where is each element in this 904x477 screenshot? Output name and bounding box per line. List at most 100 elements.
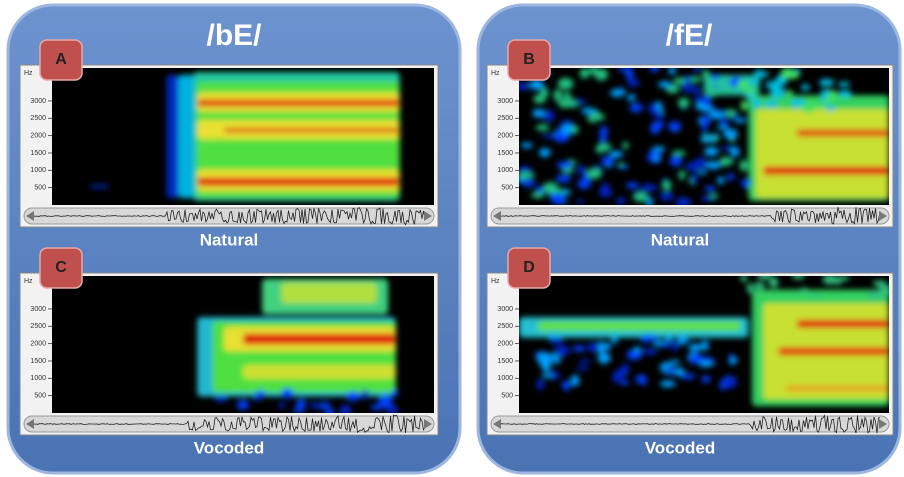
energy-spot	[522, 180, 536, 187]
energy-spot	[702, 340, 709, 351]
energy-spot	[586, 168, 601, 179]
energy-spot	[743, 180, 749, 189]
y-tick-label: 500	[34, 393, 46, 400]
energy-spot	[630, 103, 643, 113]
energy-spot	[660, 192, 674, 201]
energy-spot	[282, 388, 294, 398]
energy-band	[197, 178, 399, 186]
plot-caption: Natural	[651, 230, 710, 249]
energy-spot	[633, 192, 648, 202]
energy-spot	[709, 111, 724, 119]
energy-spot	[688, 344, 703, 351]
plot-caption: Vocoded	[645, 438, 716, 457]
y-tick-label: 2500	[30, 115, 46, 122]
energy-spot	[627, 94, 636, 101]
y-tick-label: 500	[501, 185, 513, 192]
energy-spot	[539, 148, 551, 157]
energy-spot	[678, 337, 687, 345]
spectrogram-plot: Hz30002500200015001000500	[487, 273, 893, 435]
energy-spot	[723, 129, 737, 139]
y-tick-label: 3000	[497, 98, 513, 105]
energy-spot	[765, 100, 778, 108]
energy-spot	[877, 280, 887, 287]
axis-unit: Hz	[24, 70, 33, 77]
energy-spot	[717, 176, 724, 184]
energy-spot	[799, 105, 811, 109]
plot-caption: Vocoded	[194, 438, 265, 457]
y-tick-label: 1500	[497, 150, 513, 157]
energy-spot	[572, 125, 579, 134]
panel-letter: A	[55, 51, 67, 68]
y-tick-label: 1500	[30, 358, 46, 365]
energy-spot	[670, 156, 682, 167]
energy-spot	[517, 172, 531, 180]
y-tick-label: 3000	[497, 306, 513, 313]
energy-spot	[695, 102, 704, 110]
energy-spot	[740, 160, 748, 172]
energy-spot	[626, 182, 639, 188]
energy-spot	[642, 348, 657, 354]
energy-spot	[532, 109, 545, 118]
energy-spot	[571, 375, 580, 387]
energy-spot	[279, 402, 286, 408]
panel-letter: D	[523, 259, 535, 276]
energy-band	[281, 283, 377, 304]
energy-spot	[653, 121, 664, 129]
energy-spot	[666, 337, 672, 342]
energy-spot	[320, 402, 330, 406]
y-tick-label: 1000	[30, 375, 46, 382]
energy-spot	[662, 180, 671, 191]
energy-spot	[800, 288, 809, 295]
energy-spot	[215, 395, 227, 402]
energy-spot	[699, 360, 713, 367]
energy-band	[167, 75, 178, 198]
energy-spot	[838, 82, 850, 87]
energy-band	[538, 321, 742, 331]
energy-spot	[537, 352, 551, 360]
energy-spot	[555, 345, 570, 357]
energy-spot	[694, 95, 706, 101]
energy-spot	[737, 81, 750, 89]
energy-spot	[536, 124, 550, 130]
energy-spot	[601, 156, 614, 165]
energy-spot	[819, 79, 834, 86]
energy-spot	[825, 105, 836, 111]
energy-spot	[682, 81, 693, 92]
energy-spot	[785, 90, 794, 95]
energy-spot	[671, 340, 679, 351]
energy-spot	[628, 79, 640, 87]
energy-spot	[633, 347, 641, 353]
energy-spot	[598, 352, 611, 364]
energy-spot	[626, 70, 634, 80]
energy-spot	[613, 370, 622, 382]
energy-band	[197, 100, 399, 107]
energy-spot	[536, 380, 544, 390]
plot-caption: Natural	[200, 230, 259, 249]
energy-spot	[542, 362, 551, 372]
energy-spot	[346, 392, 360, 401]
y-tick-label: 2500	[497, 115, 513, 122]
energy-spot	[770, 86, 784, 98]
y-tick-label: 2000	[30, 340, 46, 347]
energy-spot	[691, 87, 701, 94]
energy-spot	[579, 359, 590, 363]
energy-spot	[391, 390, 398, 396]
energy-spot	[678, 98, 689, 108]
energy-band	[90, 184, 109, 188]
energy-spot	[653, 113, 666, 118]
energy-band	[785, 386, 889, 391]
energy-spot	[769, 277, 778, 287]
energy-spot	[553, 89, 562, 101]
energy-spot	[576, 200, 584, 204]
energy-spot	[741, 100, 748, 110]
energy-spot	[833, 277, 843, 285]
energy-spot	[679, 170, 686, 180]
axis-unit: Hz	[491, 278, 500, 285]
energy-spot	[641, 184, 657, 192]
energy-spot	[725, 88, 731, 95]
energy-spot	[717, 126, 729, 130]
energy-spot	[577, 165, 586, 174]
energy-spot	[553, 357, 560, 364]
energy-spot	[621, 364, 629, 373]
energy-spot	[727, 174, 735, 181]
